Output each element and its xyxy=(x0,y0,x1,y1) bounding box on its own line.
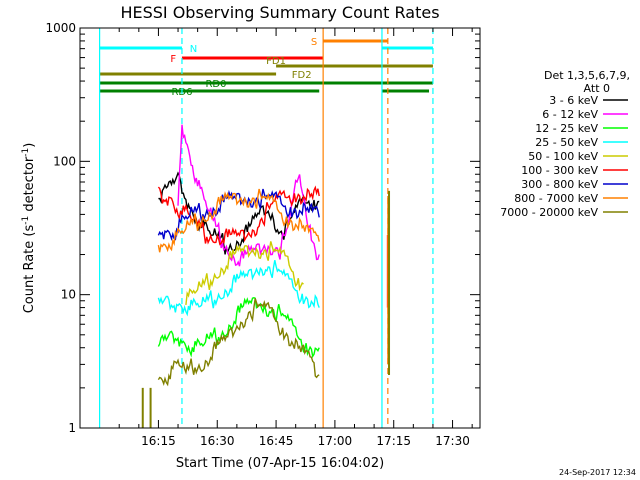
series-line xyxy=(185,241,304,305)
y-tick-label: 1000 xyxy=(45,21,76,35)
y-axis-label-sup1: -1 xyxy=(21,216,31,225)
x-tick-label: 16:45 xyxy=(259,434,294,448)
y-tick-label: 1 xyxy=(68,421,76,435)
series-line xyxy=(157,188,320,241)
x-tick-label: 16:15 xyxy=(141,434,176,448)
count-rate-series xyxy=(141,124,391,428)
series-line xyxy=(157,185,320,246)
series-line xyxy=(177,124,320,267)
x-axis: 16:15 16:30 16:45 17:00 17:15 17:30 xyxy=(118,28,473,448)
x-tick-label: 17:15 xyxy=(376,434,411,448)
legend-label: 7000 - 20000 keV xyxy=(500,206,598,219)
y-axis-label-mid: detector xyxy=(22,156,37,216)
legend-label: 3 - 6 keV xyxy=(549,94,598,107)
series-line xyxy=(157,298,320,387)
x-axis-label: Start Time (07-Apr-15 16:04:02) xyxy=(176,456,384,471)
legend-label: 12 - 25 keV xyxy=(535,122,598,135)
legend-label: 800 - 7000 keV xyxy=(514,192,598,205)
y-axis-label-end: ) xyxy=(22,143,37,148)
x-tick-label: 17:30 xyxy=(435,434,470,448)
flag-label: S xyxy=(311,37,317,48)
series-line xyxy=(157,296,320,359)
footer-date: 24-Sep-2017 12:34 xyxy=(559,468,636,477)
y-axis-label: Count Rate (s-1 detector-1) xyxy=(21,143,37,314)
plot-frame xyxy=(79,27,481,429)
legend-label: 100 - 300 keV xyxy=(521,164,598,177)
series-line xyxy=(157,260,320,317)
y-axis-label-main: Count Rate (s xyxy=(22,225,37,314)
y-axis: 1 10 100 1000 xyxy=(45,21,480,435)
flag-label: F xyxy=(170,54,176,65)
flag-label: RD0 xyxy=(205,79,226,90)
legend-label: 6 - 12 keV xyxy=(542,108,598,121)
x-tick-label: 17:00 xyxy=(318,434,353,448)
y-tick-label: 10 xyxy=(61,288,76,302)
x-tick-label: 16:30 xyxy=(200,434,235,448)
series-line xyxy=(157,188,320,253)
legend-label: 300 - 800 keV xyxy=(521,178,598,191)
flag-label: FD2 xyxy=(292,70,312,81)
chart-title: HESSI Observing Summary Count Rates xyxy=(120,3,439,22)
flag-label: N xyxy=(190,44,197,55)
y-tick-label: 100 xyxy=(53,154,76,168)
y-axis-label-sup2: -1 xyxy=(21,148,31,157)
legend-header-line1: Det 1,3,5,6,7,9, xyxy=(544,69,630,82)
legend-label: 50 - 100 keV xyxy=(528,150,598,163)
legend-header-line2: Att 0 xyxy=(584,82,610,95)
legend-label: 25 - 50 keV xyxy=(535,136,598,149)
flag-label: FD1 xyxy=(266,56,286,67)
